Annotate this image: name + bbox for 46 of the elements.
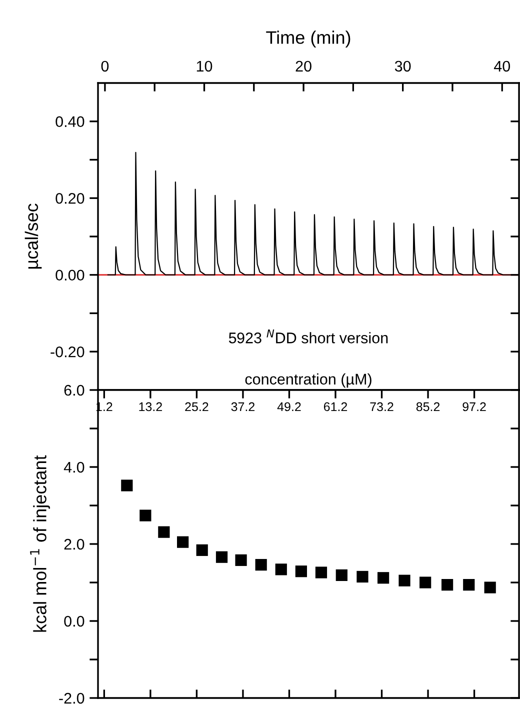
point [463,579,475,591]
point [121,480,133,492]
x-tick-label: 0 [101,60,109,72]
x-tick-label: 61.2 [324,402,348,412]
y-tick-label: 0.40 [56,116,84,128]
point [275,564,287,576]
y-tick-label: 2.0 [64,538,84,550]
x-tick-label: 30 [394,60,411,72]
annotation: 5923 $^{N}$DD short version [228,330,388,344]
point [336,569,348,581]
point [398,574,410,586]
y-tick-label: 6.0 [64,384,84,396]
x-tick-label: 97.2 [462,402,486,412]
x-tick-label: 25.2 [185,402,208,412]
x-tick-label: 73.2 [370,402,394,412]
y-tick-label: 0.00 [56,270,84,281]
y-tick-label: 4.0 [64,462,84,473]
x-tick-label: 10 [196,60,212,72]
x-tick-label: 40 [494,60,510,72]
x-tick-label: 85.2 [416,402,440,412]
x-tick-label: 49.2 [277,402,301,412]
point [356,570,368,583]
point [255,558,267,571]
point [295,566,307,578]
point [216,551,228,563]
point [140,510,152,522]
x-axis-title: Time (min) [266,30,350,48]
point [484,582,496,594]
point [235,554,247,566]
y-tick-label: 0.20 [56,192,84,204]
y-axis-title: kcal mol$^{−1}$ of injectant [30,455,50,632]
point [441,579,454,591]
point [315,566,328,578]
point [196,544,208,556]
y-tick-label: -0.20 [50,346,84,358]
point [420,576,432,588]
point [177,536,189,548]
x-tick-label: 13.2 [139,402,162,412]
x-tick-label: 37.2 [231,402,254,412]
x-tick-label: 20 [296,60,312,72]
point [158,526,170,538]
y-axis-title: µcal/sec [24,204,42,269]
x-axis-title: concentration (µM) [245,373,372,388]
point [377,572,390,584]
y-tick-label: -2.0 [59,692,84,704]
y-tick-label: 0.0 [64,616,84,627]
